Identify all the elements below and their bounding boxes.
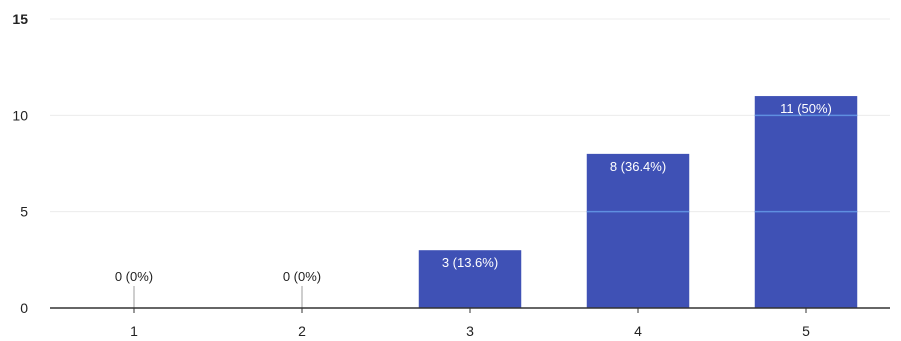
labels: 0 5 10 15 0 (0%) 1 0 (0%) 2 3 (13.6%) 3 8 (36.4%) 4… — [12, 11, 831, 339]
y-tick-label-0: 0 — [20, 300, 28, 316]
x-tick-label-1: 1 — [130, 323, 138, 339]
y-tick-label-10: 10 — [12, 107, 28, 123]
bar-3 — [418, 250, 522, 308]
bar-4 — [586, 153, 690, 308]
data-label-2: 0 (0%) — [283, 269, 321, 284]
bar-5 — [754, 96, 858, 308]
y-tick-label-15: 15 — [12, 11, 28, 27]
bars — [133, 96, 858, 308]
x-tick-label-4: 4 — [634, 323, 642, 339]
data-label-3: 3 (13.6%) — [442, 255, 498, 270]
y-tick-label-5: 5 — [20, 204, 28, 220]
axes — [50, 307, 890, 313]
x-tick-label-5: 5 — [802, 323, 810, 339]
data-label-5: 11 (50%) — [780, 101, 832, 116]
data-label-4: 8 (36.4%) — [610, 159, 666, 174]
x-tick-label-2: 2 — [298, 323, 306, 339]
x-tick-label-3: 3 — [466, 323, 474, 339]
gridlines — [50, 18, 890, 213]
data-label-1: 0 (0%) — [115, 269, 153, 284]
